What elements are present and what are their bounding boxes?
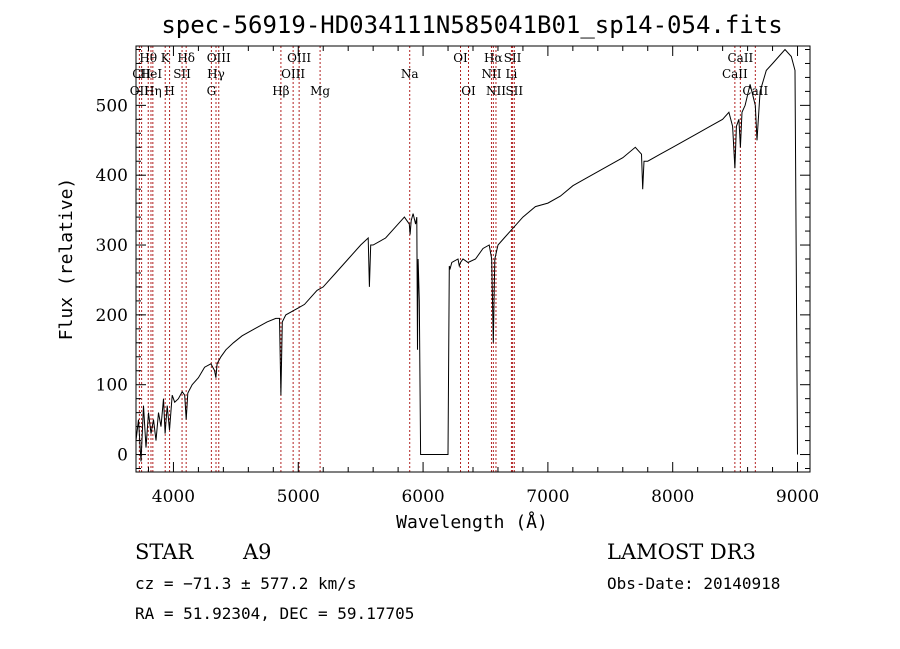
object-subclass: A9 — [242, 540, 272, 564]
ra-dec-coordinates: RA = 51.92304, DEC = 59.17705 — [135, 604, 414, 623]
object-class: STAR — [135, 540, 194, 564]
marker-label-4: Hη — [144, 84, 162, 98]
y-tick-label-3: 300 — [96, 236, 128, 256]
marker-label-19: Hα — [484, 51, 503, 65]
y-tick-label-0: 0 — [117, 446, 128, 466]
line-markers — [138, 46, 756, 472]
series-flux-line — [135, 48, 798, 462]
y-axis-label: Flux (relative) — [56, 178, 77, 341]
marker-label-6: H — [164, 84, 174, 98]
marker-label-13: OIII — [281, 67, 305, 81]
marker-label-21: NII — [481, 67, 501, 81]
x-tick-label-1: 5000 — [277, 487, 320, 507]
marker-label-20: SII — [504, 51, 522, 65]
plot-frame — [135, 45, 811, 473]
x-tick-label-3: 7000 — [526, 487, 569, 507]
x-tick-label-5: 9000 — [776, 487, 819, 507]
marker-label-15: Mg — [310, 84, 330, 98]
marker-label-18: OI — [461, 84, 476, 98]
survey-label: LAMOST DR3 — [607, 540, 756, 564]
marker-label-8: Hδ — [177, 51, 195, 65]
x-axis-label: Wavelength (Å) — [396, 511, 548, 533]
marker-label-5: K — [161, 51, 171, 65]
marker-label-26: CaII — [722, 67, 748, 81]
marker-label-24: SII — [505, 84, 523, 98]
y-tick-label-1: 100 — [96, 376, 128, 396]
marker-label-17: OI — [453, 51, 468, 65]
series-group — [135, 48, 798, 462]
marker-label-23: NII — [486, 84, 506, 98]
marker-label-3: HeI — [140, 67, 163, 81]
y-axis-ticks: 0 100 200 300 400 500 — [96, 48, 810, 470]
marker-label-27: CaII — [742, 84, 768, 98]
obs-date: Obs-Date: 20140918 — [607, 574, 780, 593]
redshift-cz: cz = −71.3 ± 577.2 km/s — [135, 574, 357, 593]
marker-label-9: OIII — [207, 51, 231, 65]
x-tick-label-2: 6000 — [401, 487, 444, 507]
marker-label-25: CaII — [727, 51, 753, 65]
marker-label-0: Hθ — [139, 51, 157, 65]
marker-label-11: G — [207, 84, 217, 98]
marker-label-22: Li — [506, 67, 518, 81]
marker-label-7: SII — [173, 67, 191, 81]
x-axis-ticks: 4000 5000 6000 7000 8000 9000 — [147, 46, 819, 507]
marker-label-16: Na — [401, 67, 419, 81]
x-tick-label-4: 8000 — [651, 487, 694, 507]
y-tick-label-2: 200 — [96, 306, 128, 326]
y-tick-label-4: 400 — [96, 166, 128, 186]
x-tick-label-0: 4000 — [152, 487, 195, 507]
y-tick-label-5: 500 — [96, 96, 128, 116]
chart-title: spec-56919-HD034111N585041B01_sp14-054.f… — [161, 11, 782, 39]
marker-label-12: OIII — [287, 51, 311, 65]
marker-label-14: Hβ — [272, 84, 289, 98]
marker-label-10: Hγ — [207, 67, 225, 81]
